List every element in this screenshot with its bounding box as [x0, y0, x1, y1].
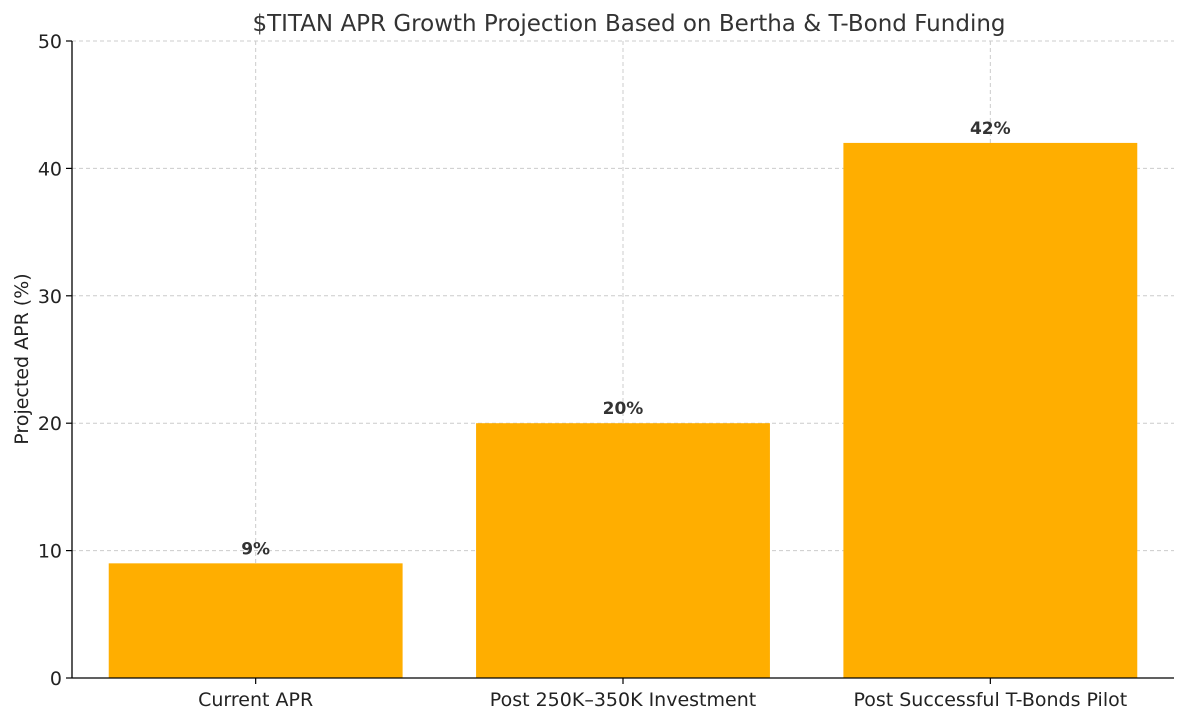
- bar: [476, 423, 770, 678]
- y-tick-label: 20: [38, 413, 62, 435]
- y-tick-label: 30: [38, 286, 62, 308]
- bar: [108, 563, 403, 678]
- bar-value-label: 20%: [603, 399, 644, 419]
- y-axis-label: Projected APR (%): [11, 273, 33, 444]
- x-tick-label: Post Successful T-Bonds Pilot: [853, 689, 1127, 711]
- y-tick-label: 40: [38, 158, 62, 180]
- y-tick-label: 10: [38, 541, 62, 563]
- bars: [108, 142, 1138, 679]
- axes: [66, 40, 1174, 684]
- x-tick-label: Post 250K–350K Investment: [490, 689, 756, 711]
- bar-value-label: 9%: [241, 539, 270, 559]
- y-tick-label: 0: [50, 668, 62, 690]
- bar: [843, 142, 1138, 679]
- y-tick-label: 50: [38, 31, 62, 53]
- x-tick-label: Current APR: [198, 689, 313, 711]
- bar-value-label: 42%: [970, 119, 1011, 139]
- labels: 9% 20% 42% 0 10 20 30 40 50 Current APR Post 250K–…: [38, 31, 1127, 711]
- chart-title: $TITAN APR Growth Projection Based on Be…: [252, 11, 1005, 37]
